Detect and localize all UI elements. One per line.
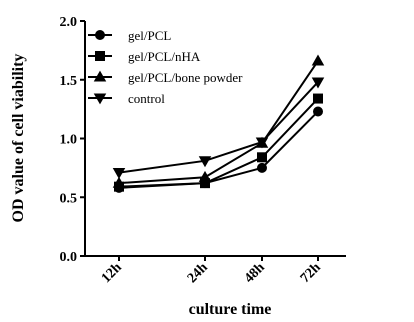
series-control — [112, 77, 325, 179]
x-tick-label: 12h — [99, 260, 125, 286]
x-axis-title: culture time — [189, 301, 272, 318]
legend-marker — [95, 51, 105, 61]
data-point — [257, 152, 267, 163]
legend-entry: gel/PCL/nHA — [88, 49, 201, 64]
data-point — [313, 93, 323, 104]
y-axis: 0.0 0.5 1.0 1.5 2.0 — [60, 15, 86, 265]
series-line — [118, 60, 319, 185]
data-point — [198, 170, 212, 182]
legend-label: control — [128, 91, 165, 106]
legend-entry: gel/PCL — [88, 28, 171, 43]
legend-entry: control — [88, 91, 165, 106]
data-point — [112, 168, 126, 179]
data-point — [257, 162, 267, 173]
y-tick-label: 1.0 — [60, 133, 78, 148]
y-axis-title: OD value of cell viability — [10, 54, 27, 223]
data-point — [198, 156, 212, 168]
data-point — [311, 54, 325, 66]
x-axis: 12h 24h 48h 72h — [85, 255, 346, 286]
x-tick-label: 48h — [242, 260, 268, 286]
series-gel-pcl-nha — [114, 93, 323, 192]
series-gel-pcl — [114, 106, 323, 193]
legend-label: gel/PCL/bone powder — [128, 70, 243, 85]
x-tick-label: 72h — [298, 260, 324, 286]
data-point — [112, 176, 126, 188]
legend: gel/PCL gel/PCL/nHA gel/PCL/bone powder con… — [88, 28, 243, 106]
y-tick-label: 1.5 — [60, 74, 78, 89]
data-point — [255, 137, 269, 149]
y-tick-label: 0.5 — [60, 191, 78, 206]
legend-marker — [95, 30, 105, 40]
series-line — [118, 81, 319, 174]
data-point — [313, 106, 323, 117]
series-layer — [112, 54, 325, 193]
series-line — [118, 97, 319, 188]
legend-entry: gel/PCL/bone powder — [88, 70, 243, 85]
legend-label: gel/PCL/nHA — [128, 49, 201, 64]
x-tick-label: 24h — [185, 260, 211, 286]
legend-marker — [93, 70, 107, 82]
legend-label: gel/PCL — [128, 28, 171, 43]
y-tick-label: 2.0 — [60, 15, 78, 30]
legend-marker — [93, 93, 107, 105]
y-tick-label: 0.0 — [60, 250, 78, 265]
data-point — [311, 77, 325, 89]
